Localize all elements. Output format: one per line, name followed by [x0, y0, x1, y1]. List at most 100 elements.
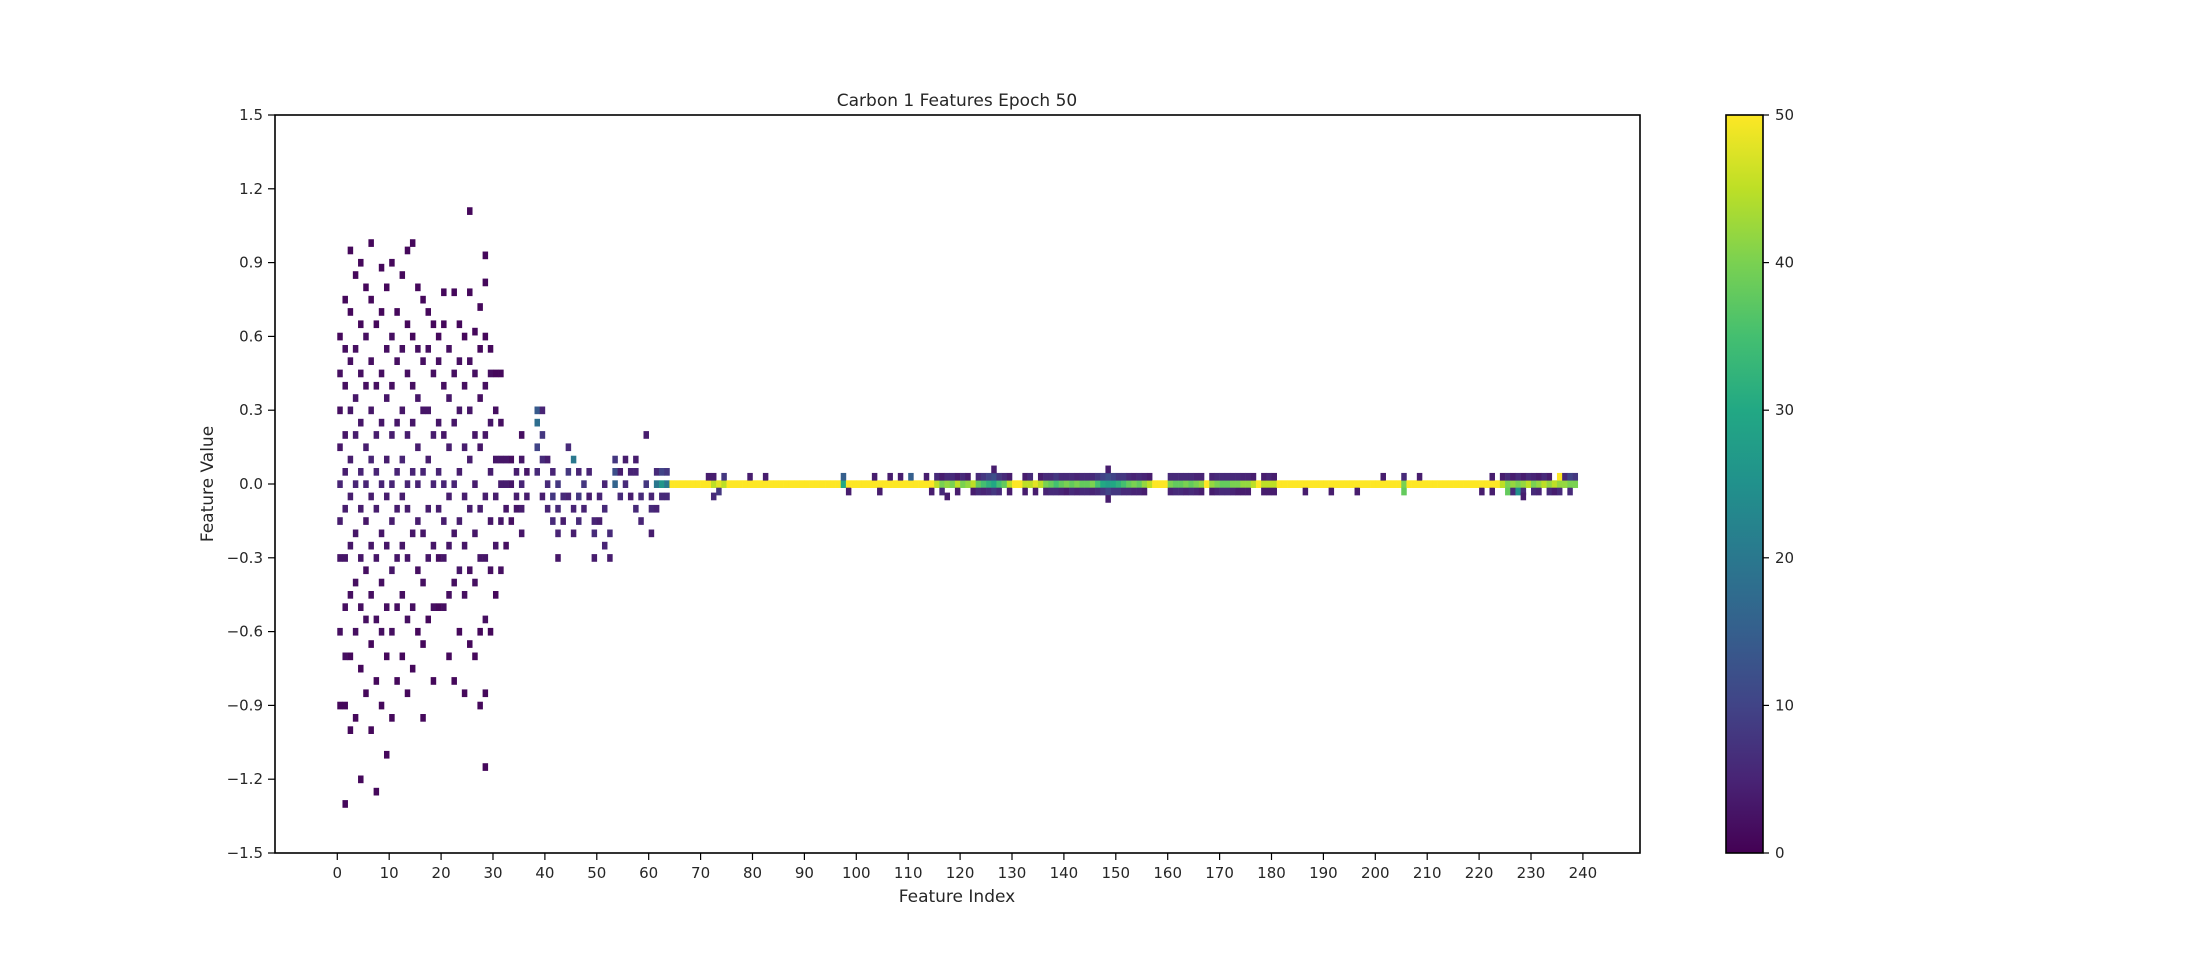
heatmap-cell — [446, 443, 452, 452]
heatmap-cell — [477, 701, 483, 710]
heatmap-cell — [783, 480, 790, 488]
heatmap-cell — [1136, 487, 1143, 496]
heatmap-cell — [960, 480, 966, 488]
heatmap-cell — [861, 480, 867, 488]
heatmap-cell — [394, 554, 400, 562]
heatmap-cell — [342, 504, 348, 513]
heatmap-cell — [1245, 487, 1252, 496]
heatmap-cell — [1058, 480, 1065, 488]
heatmap-cell — [482, 381, 489, 390]
heatmap-cell — [1531, 480, 1537, 488]
heatmap-cell — [762, 480, 769, 488]
heatmap-cell — [1053, 472, 1060, 481]
heatmap-cell — [425, 615, 431, 624]
heatmap-cell — [996, 480, 1002, 488]
heatmap-cell — [1240, 480, 1246, 488]
heatmap-cell — [555, 480, 561, 488]
heatmap-cell — [1525, 480, 1532, 488]
heatmap-cell — [1427, 480, 1433, 488]
heatmap-cell — [1053, 487, 1060, 496]
heatmap-cell — [1287, 480, 1293, 488]
y-tick-label: −1.5 — [227, 844, 263, 862]
heatmap-cell — [721, 480, 727, 488]
heatmap-cell — [451, 529, 457, 538]
heatmap-cell — [1359, 480, 1366, 488]
y-tick-label: −0.9 — [227, 696, 263, 714]
heatmap-cell — [399, 406, 406, 415]
heatmap-cell — [1276, 480, 1283, 488]
heatmap-cell — [1364, 480, 1371, 488]
heatmap-cell — [389, 480, 395, 488]
heatmap-cell — [1100, 480, 1106, 488]
heatmap-cell — [1183, 487, 1189, 496]
heatmap-cell — [337, 701, 343, 710]
heatmap-cell — [1411, 480, 1418, 488]
heatmap-cell — [1027, 480, 1034, 488]
heatmap-cell — [581, 504, 587, 513]
heatmap-cell — [607, 529, 613, 538]
heatmap-cell — [550, 492, 556, 501]
heatmap-cell — [996, 472, 1002, 481]
y-tick-label: 1.2 — [239, 180, 263, 198]
heatmap-cell — [1188, 480, 1194, 488]
heatmap-cell — [1136, 472, 1143, 481]
heatmap-cell — [487, 566, 494, 575]
heatmap-cell — [908, 480, 914, 488]
heatmap-cell — [352, 578, 359, 587]
heatmap-cell — [1193, 472, 1200, 481]
heatmap-cell — [991, 465, 997, 474]
heatmap-cell — [633, 468, 639, 476]
heatmap-cell — [1541, 480, 1547, 488]
heatmap-cell — [939, 472, 945, 481]
heatmap-cell — [877, 480, 883, 488]
heatmap-cell — [1053, 480, 1060, 488]
heatmap-cell — [1043, 487, 1049, 496]
heatmap-cell — [347, 541, 354, 550]
heatmap-cell — [508, 517, 515, 525]
heatmap-cell — [482, 554, 489, 562]
heatmap-cell — [659, 480, 665, 488]
heatmap-cell — [425, 455, 431, 464]
heatmap-cell — [378, 369, 385, 378]
heatmap-cell — [1380, 480, 1386, 488]
heatmap-cell — [648, 492, 655, 501]
heatmap-cell — [430, 677, 437, 685]
heatmap-cell — [897, 480, 904, 488]
y-tick-label: −1.2 — [227, 770, 263, 788]
heatmap-cell — [441, 320, 447, 329]
heatmap-cell — [347, 652, 354, 661]
heatmap-cell — [394, 357, 400, 365]
heatmap-cell — [544, 480, 551, 488]
heatmap-cell — [373, 787, 380, 796]
heatmap-cell — [1214, 487, 1220, 496]
heatmap-cell — [399, 492, 406, 501]
heatmap-cell — [389, 714, 395, 722]
heatmap-cell — [835, 480, 842, 488]
heatmap-cell — [342, 603, 348, 611]
heatmap-cell — [1229, 480, 1236, 488]
heatmap-cell — [1536, 487, 1542, 496]
heatmap-cell — [1100, 472, 1106, 481]
heatmap-cell — [363, 566, 369, 575]
heatmap-cell — [1172, 472, 1179, 481]
heatmap-cell — [347, 455, 354, 464]
heatmap-cell — [1302, 480, 1309, 488]
heatmap-cell — [648, 529, 655, 538]
x-tick-label: 110 — [894, 864, 923, 882]
heatmap-cell — [446, 394, 452, 402]
heatmap-cell — [1193, 480, 1200, 488]
heatmap-cell — [840, 480, 847, 488]
heatmap-cell — [415, 566, 421, 575]
heatmap-cell — [664, 480, 670, 488]
heatmap-cell — [498, 517, 504, 525]
heatmap-cell — [399, 345, 406, 353]
heatmap-cell — [627, 492, 634, 501]
heatmap-cell — [544, 455, 551, 464]
heatmap-cell — [482, 332, 489, 341]
heatmap-cell — [415, 443, 421, 452]
heatmap-cell — [358, 603, 364, 611]
heatmap-cell — [368, 239, 374, 247]
heatmap-cell — [1089, 487, 1096, 496]
heatmap-cell — [560, 517, 566, 525]
heatmap-cell — [461, 541, 468, 550]
